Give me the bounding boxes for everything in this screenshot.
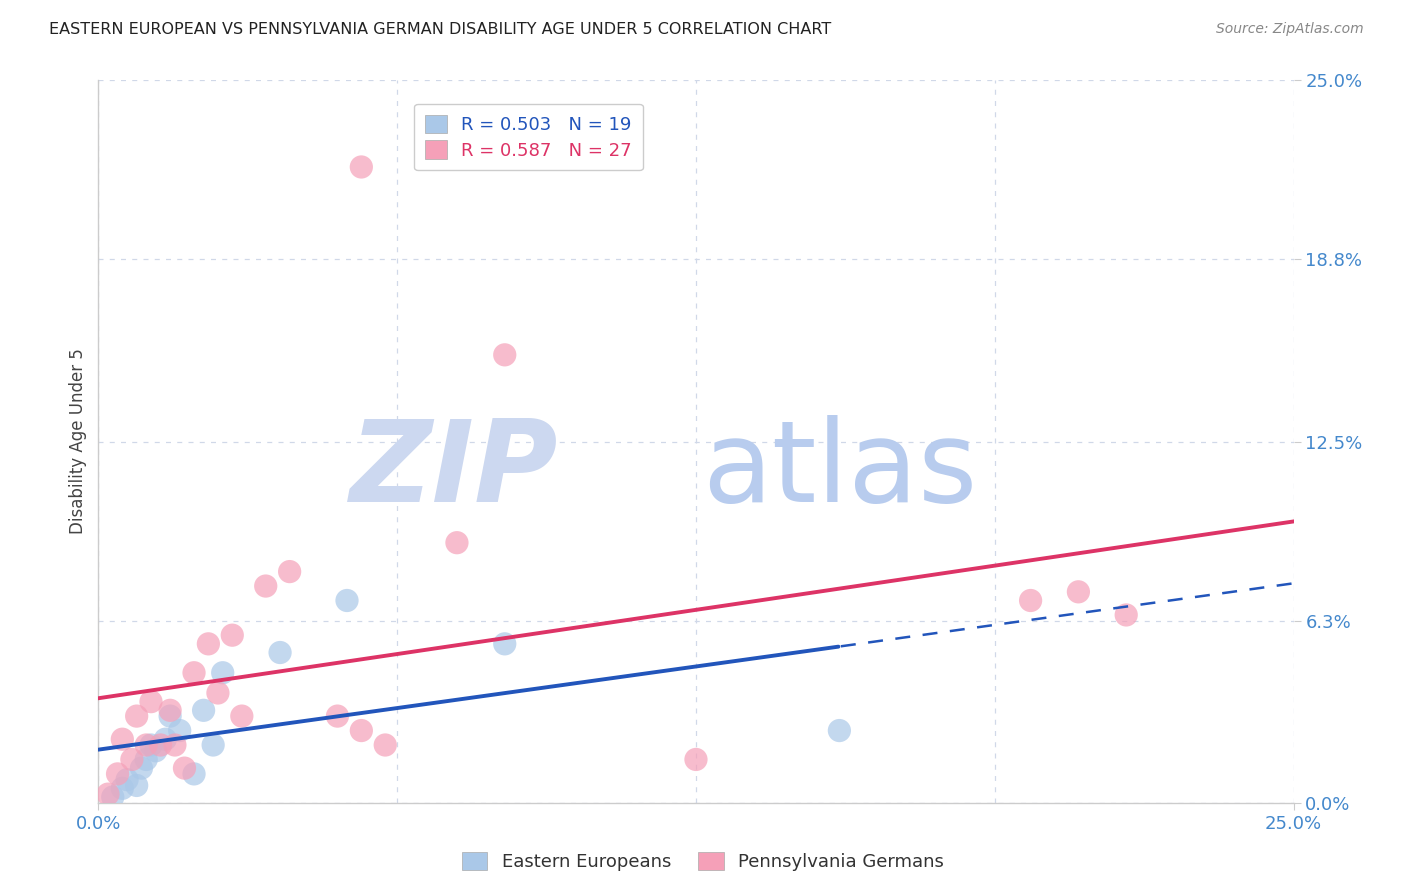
Point xyxy=(278,565,301,579)
Point xyxy=(107,767,129,781)
Point xyxy=(163,738,186,752)
Point xyxy=(131,761,153,775)
Point xyxy=(159,703,181,717)
Point xyxy=(685,752,707,766)
Point xyxy=(183,767,205,781)
Point xyxy=(350,723,373,738)
Point xyxy=(193,703,215,717)
Point xyxy=(336,593,359,607)
Point xyxy=(125,709,148,723)
Point xyxy=(121,752,143,766)
Text: EASTERN EUROPEAN VS PENNSYLVANIA GERMAN DISABILITY AGE UNDER 5 CORRELATION CHART: EASTERN EUROPEAN VS PENNSYLVANIA GERMAN … xyxy=(49,22,831,37)
Point xyxy=(145,744,167,758)
Point xyxy=(183,665,205,680)
Point xyxy=(111,732,134,747)
Text: Source: ZipAtlas.com: Source: ZipAtlas.com xyxy=(1216,22,1364,37)
Point xyxy=(254,579,277,593)
Point xyxy=(149,738,172,752)
Legend: R = 0.503   N = 19, R = 0.587   N = 27: R = 0.503 N = 19, R = 0.587 N = 27 xyxy=(415,103,643,170)
Point xyxy=(135,738,157,752)
Point xyxy=(446,535,468,549)
Point xyxy=(494,348,516,362)
Point xyxy=(111,781,134,796)
Point xyxy=(125,779,148,793)
Point xyxy=(326,709,349,723)
Point xyxy=(202,738,225,752)
Point xyxy=(211,665,233,680)
Point xyxy=(494,637,516,651)
Point xyxy=(1019,593,1042,607)
Point xyxy=(269,646,291,660)
Point xyxy=(1115,607,1137,622)
Point xyxy=(207,686,229,700)
Point xyxy=(169,723,191,738)
Point xyxy=(1067,584,1090,599)
Point xyxy=(139,738,162,752)
Point xyxy=(231,709,253,723)
Point xyxy=(828,723,851,738)
Text: atlas: atlas xyxy=(702,415,977,526)
Point xyxy=(101,790,124,805)
Point xyxy=(173,761,195,775)
Point xyxy=(350,160,373,174)
Point xyxy=(159,709,181,723)
Legend: Eastern Europeans, Pennsylvania Germans: Eastern Europeans, Pennsylvania Germans xyxy=(456,845,950,879)
Point xyxy=(97,787,120,801)
Point xyxy=(135,752,157,766)
Point xyxy=(197,637,219,651)
Point xyxy=(155,732,177,747)
Point xyxy=(139,695,162,709)
Point xyxy=(221,628,243,642)
Text: ZIP: ZIP xyxy=(350,415,558,526)
Point xyxy=(374,738,396,752)
Point xyxy=(115,772,138,787)
Y-axis label: Disability Age Under 5: Disability Age Under 5 xyxy=(69,349,87,534)
